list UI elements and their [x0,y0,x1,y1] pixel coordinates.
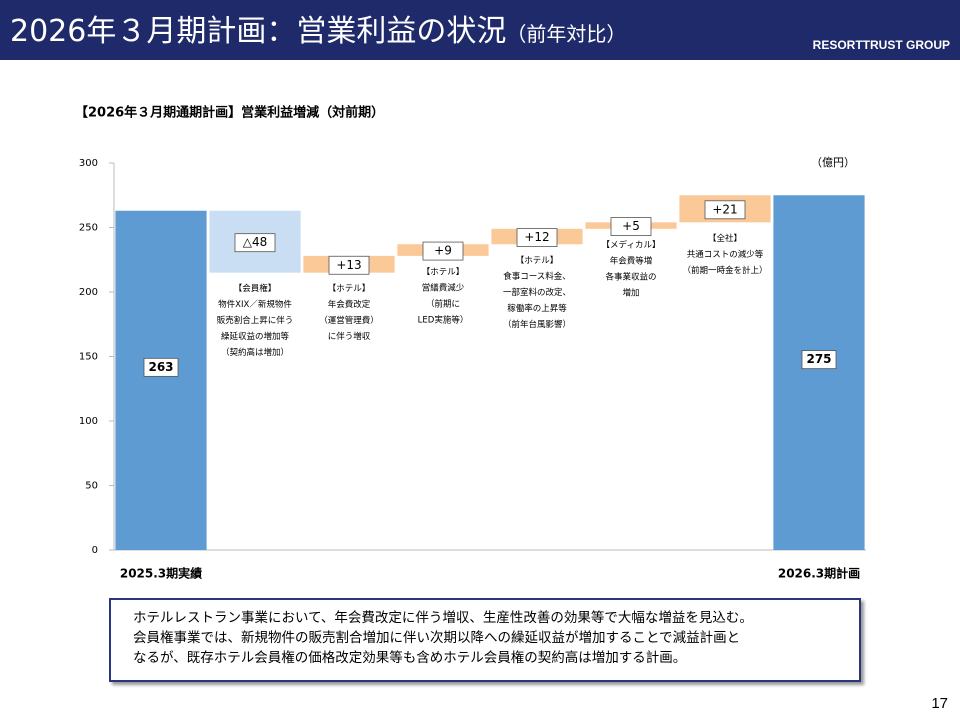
value-label-box [422,241,464,261]
header-bar [0,0,960,60]
annotation: 稼働率の上昇等 [507,303,567,314]
value-label: +12 [524,230,549,244]
bar [773,195,865,550]
value-label-box [143,357,179,377]
title-note: （前年対比） [506,22,627,46]
chart: 【2026年３月期通期計画】営業利益増減（対前期） （億円） 0 50 100 150… [75,105,866,581]
annotation: 【メディカル】 [602,239,661,250]
value-label: +21 [712,202,737,216]
annotation: 【会員権】 [234,283,277,294]
annotation: 共通コストの減少等 [687,249,764,260]
note-line: なるが、既存ホテル会員権の価格改定効果等も含めホテル会員権の契約高は増加する計画… [133,650,687,666]
annotation: （前期一時金を計上） [682,265,767,276]
value-label-box [610,217,652,236]
page-number: 17 [931,695,948,712]
annotation: 【ホテル】 [422,267,465,277]
annotation: 各事業収益の [605,271,656,282]
y-tick-label: 250 [79,223,98,234]
annotation: 増加 [622,287,639,298]
value-label-box [801,350,837,370]
annotation: 年会費等増 [610,255,653,266]
value-label-box [704,200,746,220]
value-label: 263 [148,360,173,374]
value-label-box [234,233,276,253]
annotation: 年会費改定 [328,299,371,310]
annotation: 【ホテル】 [516,256,559,266]
annotation: 【ホテル】 [328,284,371,294]
y-tick-label: 50 [85,481,98,492]
title-main: 2026年３月期計画：営業利益の状況 [10,14,507,49]
annotation: LED実施等） [418,314,469,325]
annotation: 繰延収益の増加等 [221,331,290,342]
value-label: +9 [434,244,452,258]
annotation: に伴う増収 [328,331,371,342]
y-tick-label: 300 [79,158,98,169]
unit-label: （億円） [811,156,855,169]
annotation: 【全社】 [708,233,742,244]
chart-title: 【2026年３月期通期計画】営業利益増減（対前期） [75,105,384,121]
note-line: ホテルレストラン事業において、年会費改定に伴う増収、生産性改善の効果等で大幅な増… [133,610,753,626]
value-label: 275 [806,352,831,366]
annotation: （前年台風影響） [503,319,571,330]
annotation: （運営管理費） [319,315,379,326]
y-tick-label: 200 [79,287,98,298]
company-name: RESORTTRUST GROUP [812,38,950,52]
bar [115,210,207,551]
y-tick-label: 100 [79,416,98,427]
x-tick-label: 2026.3期計画 [778,566,860,581]
value-label-box [328,255,370,275]
value-label-box [516,228,558,247]
note-line: 会員権事業では、新規物件の販売割合増加に伴い次期以降への繰延収益が増加することで… [133,630,741,646]
value-label: +13 [336,258,361,272]
y-tick-label: 0 [92,545,98,556]
annotation: （契約高は増加） [221,347,289,358]
slide-title: 2026年３月期計画：営業利益の状況（前年対比） [10,6,626,50]
annotation: 営繕費減少 [422,282,465,293]
annotation: （前期に [426,298,460,309]
value-label: △48 [243,235,268,249]
annotation: 物件XIX／新規物件 [218,299,292,310]
y-tick-label: 150 [79,352,98,363]
value-label: +5 [622,219,640,233]
annotation: 販売割合上昇に伴う [217,315,294,326]
x-tick-label: 2025.3期実績 [120,566,202,581]
annotation: 一部室料の改定、 [503,287,571,298]
note-box: ホテルレストラン事業において、年会費改定に伴う増収、生産性改善の効果等で大幅な増… [109,598,861,682]
annotation: 食事コース料金、 [503,271,571,282]
